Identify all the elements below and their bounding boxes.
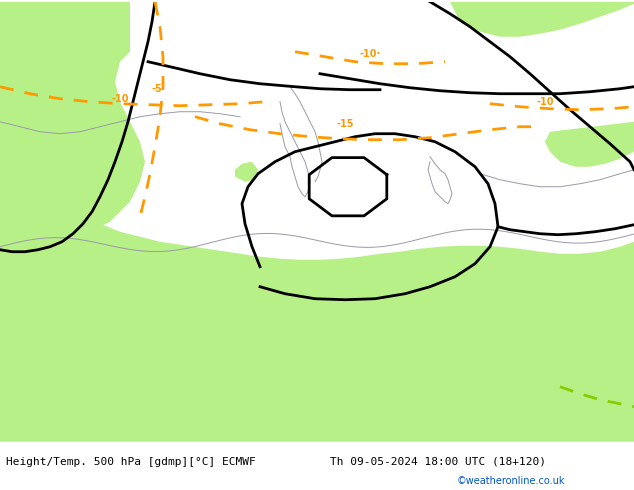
Text: -15: -15 [336,119,354,129]
Polygon shape [0,2,145,232]
Text: Height/Temp. 500 hPa [gdmp][°C] ECMWF: Height/Temp. 500 hPa [gdmp][°C] ECMWF [6,457,256,466]
Text: -10: -10 [536,97,553,107]
Text: -10: -10 [111,94,129,104]
Text: ©weatheronline.co.uk: ©weatheronline.co.uk [456,476,565,486]
Text: -10·: -10· [359,49,380,59]
Polygon shape [235,162,258,182]
Text: -5: -5 [152,84,162,94]
Polygon shape [545,122,634,167]
Polygon shape [450,2,634,37]
Polygon shape [0,167,634,441]
Text: Th 09-05-2024 18:00 UTC (18+120): Th 09-05-2024 18:00 UTC (18+120) [330,457,546,466]
